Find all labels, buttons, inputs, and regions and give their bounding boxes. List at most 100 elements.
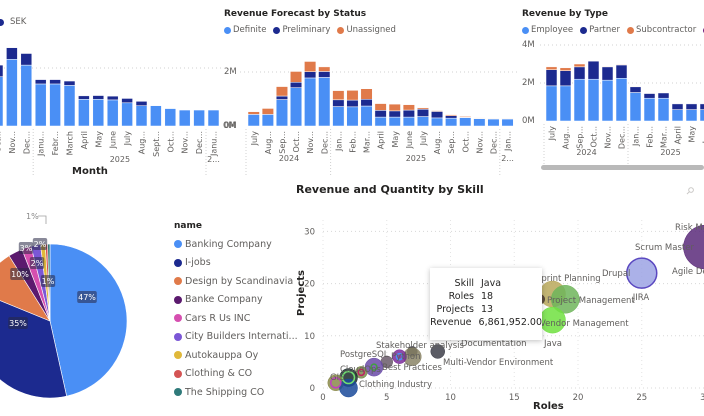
x-tick-label: April (674, 126, 683, 144)
chart1-xaxis-title: Month (72, 166, 108, 177)
bar-segment-series-a (6, 59, 18, 127)
x-tick-label: Feb... (348, 131, 357, 153)
bar-segment-sek (20, 53, 33, 66)
legend-item-definite[interactable]: Definite (224, 25, 266, 35)
bar-segment-series-a (106, 99, 119, 127)
pie-legend-item[interactable]: City Builders Internati... (174, 328, 298, 347)
bar-segment-series-a (20, 64, 33, 127)
bar-segment-employee (657, 97, 670, 122)
legend-item-partner[interactable]: Partner (580, 25, 620, 35)
year-label: 2... (501, 154, 514, 163)
legend-item-unassigned[interactable]: Unassigned (337, 25, 396, 35)
x-tick-label: Feb... (646, 126, 655, 148)
bubble-label: Scrum Master (635, 243, 694, 253)
y-tick-label: 0 (310, 384, 315, 394)
x-tick-label: July (548, 126, 557, 142)
bubble-label: Java (543, 339, 562, 349)
year-label: 2... (207, 155, 220, 164)
tooltip-row: Skill Java (430, 277, 542, 290)
tooltip-row: Projects 13 (430, 303, 542, 316)
x-tick-label: July (419, 131, 428, 147)
legend-dot-sek (0, 18, 4, 26)
legend-dot (522, 26, 529, 34)
chart3-ytick-2m: 2M (522, 78, 535, 88)
bar-segment-unassigned (304, 61, 317, 72)
legend-dot (273, 26, 281, 34)
x-tick-label: Oct... (461, 131, 470, 152)
pie-legend-item[interactable]: Banke Company (174, 291, 298, 310)
x-tick-label: Nov... (8, 131, 17, 154)
pie-legend-item[interactable]: Cars R Us INC (174, 309, 298, 328)
bar-segment-sek (49, 79, 61, 85)
bubble[interactable] (551, 285, 580, 314)
bubble-label: CloudOps (340, 365, 381, 375)
bubble[interactable] (339, 378, 358, 398)
pie-legend-item[interactable]: Autokauppa Oy (174, 346, 298, 365)
x-tick-label: Jan... (504, 131, 513, 152)
x-tick-label: April (377, 131, 386, 149)
x-tick-label: Sep... (278, 131, 287, 154)
legend-item-employee[interactable]: Employee (522, 25, 573, 35)
x-tick-label: Aug... (138, 131, 147, 154)
bar-segment-preliminary (318, 71, 331, 78)
x-tick-label: 25 (636, 393, 647, 403)
bar-segment-unassigned (290, 71, 303, 83)
revenue-by-month-chart: Oct... Nov... Dec... Janu... Febr... March Apr… (0, 47, 222, 176)
bar-segment-subcontractor (601, 66, 614, 68)
bar-segment-employee (671, 109, 684, 122)
bubble-label: Multi-Vendor Environment (443, 358, 554, 368)
bubble[interactable] (683, 224, 704, 270)
bar-segment-series-a (121, 102, 133, 127)
x-tick-label: June (702, 126, 704, 145)
legend-dot (174, 351, 182, 360)
bar-segment-employee (559, 85, 572, 122)
x-tick-label: Aug... (264, 131, 273, 154)
bar-segment-definite (459, 117, 472, 127)
x-tick-label: Aug... (562, 126, 571, 149)
bubble-label: Drupal (602, 269, 630, 279)
bubble[interactable] (392, 349, 407, 364)
bar-segment-partner (629, 86, 642, 93)
bar-segment-series-a (92, 99, 105, 127)
x-tick-label: Janu... (210, 131, 219, 157)
pie-legend-item[interactable]: Design by Scandinavia (174, 272, 298, 291)
bubble[interactable] (626, 257, 658, 289)
legend-dot (174, 240, 182, 249)
legend-item-subcontractor[interactable]: Subcontractor (627, 25, 696, 35)
legend-label-sek[interactable]: SEK (10, 17, 27, 27)
bar-segment-partner (601, 66, 614, 81)
x-tick-label: Aug... (433, 131, 442, 154)
legend-item-preliminary[interactable]: Preliminary (273, 25, 330, 35)
tooltip-key: Skill (454, 278, 474, 289)
tooltip-value: Java (481, 278, 502, 289)
bar-segment-sek (121, 98, 133, 104)
bubble[interactable] (430, 344, 445, 359)
x-tick-label: Oct... (590, 126, 599, 147)
bubble-label: GIS (330, 373, 345, 383)
chart2-ytick-0m: 0M (224, 121, 237, 131)
bubble[interactable] (364, 357, 384, 377)
revenue-forecast-by-status-chart: July Aug... Sep... Oct... Nov... Dec... Jan...… (240, 61, 520, 175)
tooltip-row: Revenue 6,861,952.00 (430, 316, 542, 329)
bar-segment-sek (63, 80, 76, 86)
x-tick-label: Dec... (320, 131, 329, 154)
x-tick-label: July (250, 131, 259, 147)
x-tick-label: 0 (320, 393, 325, 403)
pie-legend-item[interactable]: I-jobs (174, 254, 298, 273)
pie-legend-item[interactable]: Clothing & CO (174, 365, 298, 384)
x-tick-label: May (688, 126, 697, 143)
legend-dot (174, 332, 182, 341)
bar-segment-employee (587, 78, 600, 122)
x-tick-label: Oct... (292, 131, 301, 152)
bubble-label: Documentation (461, 339, 527, 349)
data-label: 47% (78, 293, 96, 302)
bar-segment-unassigned (374, 103, 387, 111)
pie-legend-item[interactable]: The Shipping CO (174, 383, 298, 402)
bar-segment-sek (78, 95, 90, 100)
pin-icon[interactable]: ⚲ (683, 185, 697, 198)
chart3-horizontal-scrollbar[interactable] (541, 165, 704, 170)
bar-segment-definite (431, 117, 444, 127)
tooltip-key: Projects (436, 304, 474, 315)
pie-legend-item[interactable]: Banking Company (174, 235, 298, 254)
bar-segment-sek (34, 79, 47, 85)
